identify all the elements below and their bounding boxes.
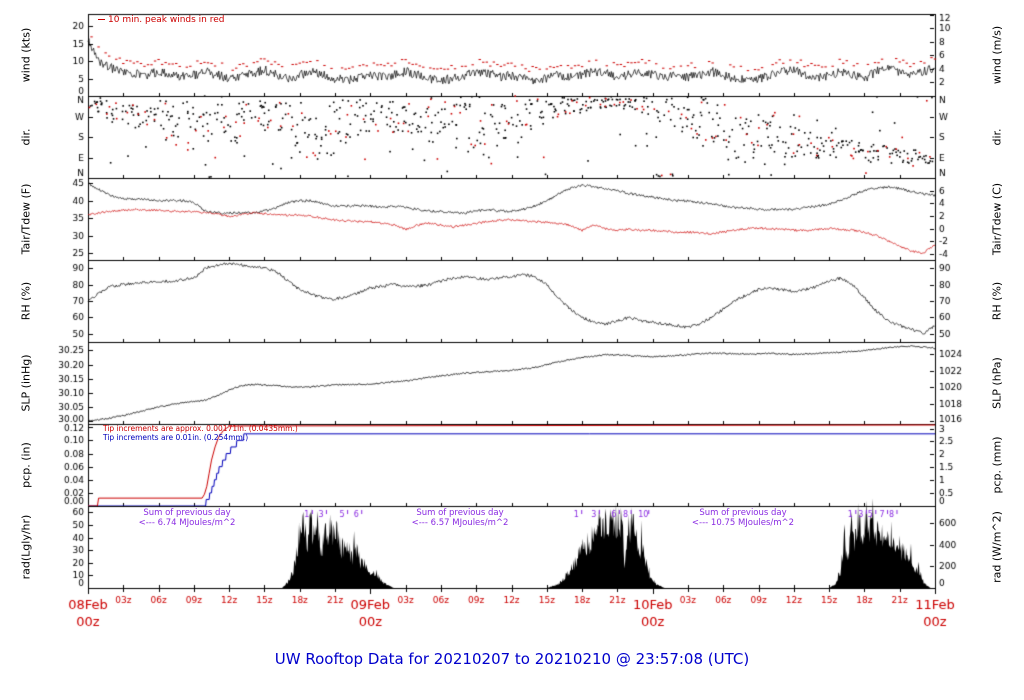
sum-previous-day-1: Sum of previous day <--- 6.74 MJoules/m^… — [139, 508, 236, 528]
y-axis-title-temp-left: Tair/Tdew (F) — [19, 183, 33, 255]
sum-previous-day-3-label: Sum of previous day — [699, 508, 787, 518]
y-axis-title-rad-right: rad (W/m^2) — [990, 511, 1004, 583]
y-axis-title-wind-right: wind (m/s) — [990, 25, 1004, 85]
sum-previous-day-2-label: Sum of previous day — [416, 508, 504, 518]
y-axis-title-dir-left: dir. — [19, 128, 33, 146]
meteogram-canvas — [0, 0, 1024, 640]
y-axis-title-rh-left: RH (%) — [19, 281, 33, 321]
sum-previous-day-3-value: <--- 10.75 MJoules/m^2 — [691, 518, 795, 528]
peak-winds-note: 10 min. peak winds in red — [98, 15, 225, 25]
y-axis-title-temp-right: Tair/Tdew (C) — [990, 182, 1004, 256]
tip-increment-note-blue: Tip increments are 0.01in. (0.254mm.) — [103, 433, 249, 442]
y-axis-title-pcp-left: pcp. (in) — [19, 442, 33, 488]
y-axis-title-wind-left: wind (kts) — [19, 27, 33, 83]
tip-increment-note-red: Tip increments are approx. 0.00171in. (0… — [103, 424, 298, 433]
sum-previous-day-1-value: <--- 6.74 MJoules/m^2 — [138, 518, 236, 528]
sum-previous-day-2-value: <--- 6.57 MJoules/m^2 — [411, 518, 509, 528]
y-axis-title-pcp-right: pcp. (mm) — [990, 436, 1004, 494]
y-axis-title-slp-right: SLP (hPa) — [990, 357, 1004, 409]
sum-previous-day-2: Sum of previous day <--- 6.57 MJoules/m^… — [412, 508, 509, 528]
y-axis-title-rh-right: RH (%) — [990, 281, 1004, 321]
figure-title: UW Rooftop Data for 20210207 to 20210210… — [274, 650, 750, 668]
sum-previous-day-1-label: Sum of previous day — [143, 508, 231, 518]
peak-winds-note-text: 10 min. peak winds in red — [108, 15, 225, 25]
red-dash-marker — [98, 19, 105, 20]
y-axis-title-rad-left: rad(Lgly/hr) — [19, 514, 33, 580]
meteogram-figure: 10 min. peak winds in red Tip increments… — [0, 0, 1024, 640]
sum-previous-day-3: Sum of previous day <--- 10.75 MJoules/m… — [692, 508, 794, 528]
y-axis-title-dir-right: dir. — [990, 128, 1004, 146]
y-axis-title-slp-left: SLP (inHg) — [19, 354, 33, 412]
